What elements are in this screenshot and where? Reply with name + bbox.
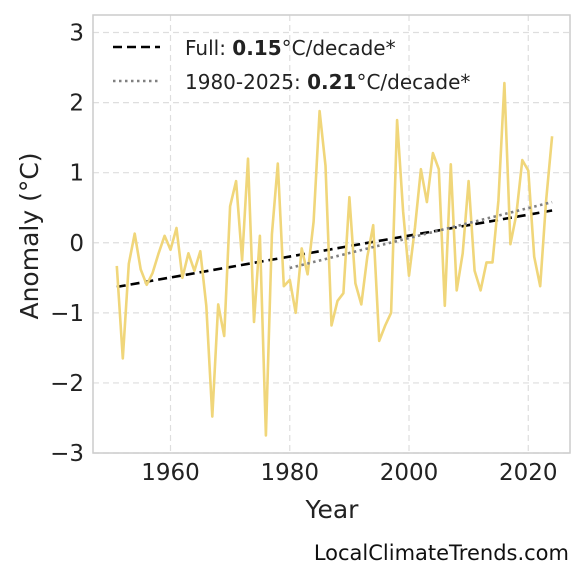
x-tick-label-0: 1960 xyxy=(141,460,200,486)
y-tick-label-3: 0 xyxy=(69,231,84,257)
legend-full-suffix: °C/decade* xyxy=(282,36,396,60)
legend-full-value: 0.15 xyxy=(232,36,281,60)
y-tick-label-1: 2 xyxy=(69,91,84,117)
x-tick-labels: 1960 1980 2000 2020 xyxy=(141,460,557,486)
y-tick-label-0: 3 xyxy=(69,21,84,47)
y-tick-label-6: −3 xyxy=(50,441,84,467)
y-tick-label-4: −1 xyxy=(50,301,84,327)
anomaly-series-group xyxy=(115,81,554,437)
gridlines xyxy=(93,15,570,454)
legend-entry-recent: 1980-2025: 0.21°C/decade* xyxy=(185,70,470,94)
x-tick-label-2: 2000 xyxy=(380,460,439,486)
trend-line-full xyxy=(116,209,553,289)
trend-line-full-group xyxy=(116,209,553,289)
y-tick-labels: 3 2 1 0 −1 −2 −3 xyxy=(50,21,84,467)
y-axis-label: Anomaly (°C) xyxy=(15,152,44,319)
legend-entry-full: Full: 0.15°C/decade* xyxy=(185,36,396,60)
x-tick-label-3: 2020 xyxy=(499,460,558,486)
legend-recent-value: 0.21 xyxy=(307,70,356,94)
site-credit: LocalClimateTrends.com xyxy=(314,541,569,565)
legend-recent-suffix: °C/decade* xyxy=(356,70,470,94)
plot-frame xyxy=(92,14,571,454)
legend-recent-prefix: 1980-2025: xyxy=(185,70,307,94)
anomaly-line xyxy=(115,81,554,437)
legend: Full: 0.15°C/decade* 1980-2025: 0.21°C/d… xyxy=(113,36,470,94)
x-tick-label-1: 1980 xyxy=(260,460,319,486)
y-tick-label-5: −2 xyxy=(50,371,84,397)
x-axis-label: Year xyxy=(305,495,360,524)
y-tick-label-2: 1 xyxy=(69,161,84,187)
legend-full-prefix: Full: xyxy=(185,36,232,60)
